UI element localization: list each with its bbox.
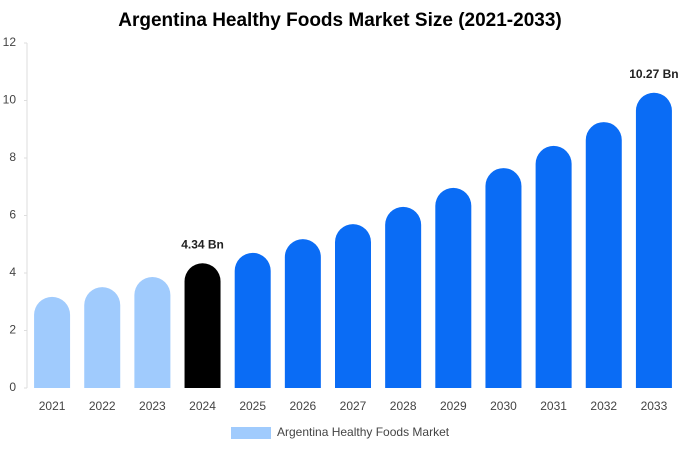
y-tick-label: 6 bbox=[9, 208, 16, 222]
bar bbox=[435, 187, 472, 388]
y-tick-label: 10 bbox=[3, 93, 17, 107]
x-tick-label: 2024 bbox=[189, 399, 216, 413]
bar bbox=[284, 239, 321, 388]
x-tick-label: 2022 bbox=[89, 399, 116, 413]
x-tick-label: 2026 bbox=[289, 399, 316, 413]
x-tick-label: 2030 bbox=[490, 399, 517, 413]
legend-label: Argentina Healthy Foods Market bbox=[277, 425, 450, 439]
bar bbox=[535, 145, 572, 388]
value-label: 10.27 Bn bbox=[629, 67, 678, 81]
x-tick-label: 2031 bbox=[540, 399, 567, 413]
legend-swatch bbox=[231, 427, 271, 439]
y-tick-label: 0 bbox=[9, 380, 16, 394]
x-tick-label: 2021 bbox=[39, 399, 66, 413]
bar bbox=[585, 122, 622, 388]
bar bbox=[34, 296, 71, 388]
bar bbox=[635, 92, 672, 389]
x-tick-label: 2027 bbox=[340, 399, 367, 413]
bar bbox=[234, 252, 271, 388]
x-tick-label: 2025 bbox=[239, 399, 266, 413]
x-tick-label: 2033 bbox=[641, 399, 668, 413]
bar bbox=[485, 168, 522, 388]
y-tick-label: 2 bbox=[9, 323, 16, 337]
chart-title: Argentina Healthy Foods Market Size (202… bbox=[118, 10, 561, 31]
y-tick-label: 4 bbox=[9, 265, 16, 279]
x-tick-label: 2028 bbox=[390, 399, 417, 413]
bar bbox=[134, 277, 171, 388]
bar bbox=[184, 263, 221, 388]
y-tick-label: 12 bbox=[3, 35, 17, 49]
value-label: 4.34 Bn bbox=[181, 237, 224, 251]
bar bbox=[84, 287, 121, 388]
x-tick-label: 2032 bbox=[590, 399, 617, 413]
y-tick-label: 8 bbox=[9, 150, 16, 164]
x-tick-label: 2029 bbox=[440, 399, 467, 413]
bar bbox=[385, 206, 422, 388]
x-tick-label: 2023 bbox=[139, 399, 166, 413]
bar bbox=[335, 224, 371, 388]
